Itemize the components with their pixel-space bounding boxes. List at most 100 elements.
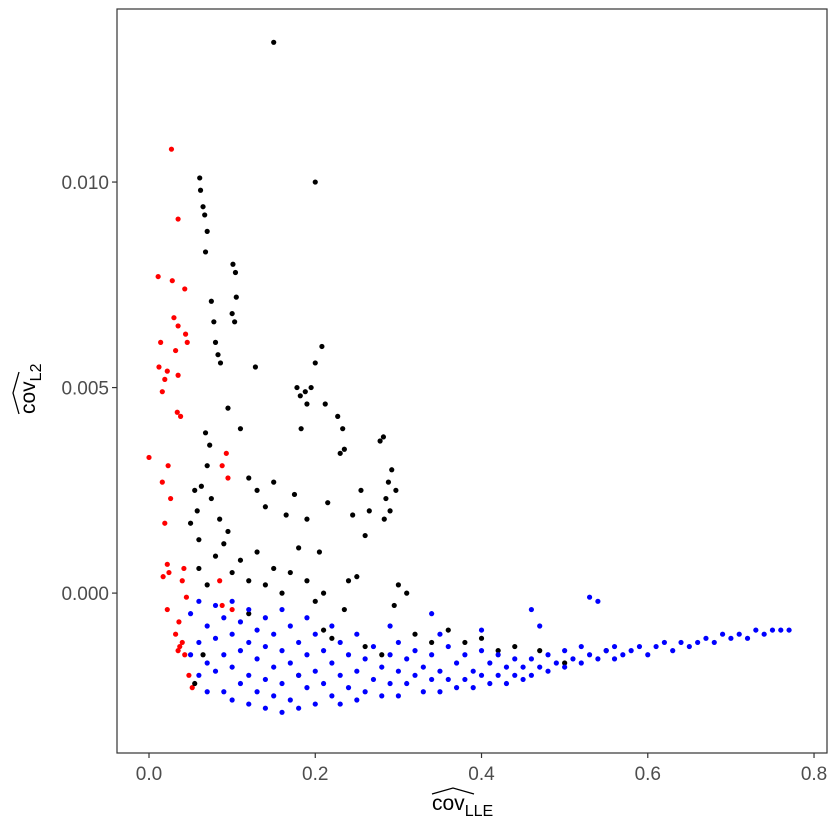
point [578,643,584,650]
point [478,648,485,654]
point [387,652,393,658]
point [462,676,468,683]
point [354,631,360,637]
point [211,319,217,325]
point [487,680,493,687]
point [312,598,318,604]
x-axis-label: covLLE [432,792,493,820]
point [271,631,277,637]
point [176,619,182,625]
point [379,652,385,658]
point [229,606,235,613]
point [200,652,206,658]
point [553,660,559,666]
point [711,639,717,646]
point [753,627,759,633]
point [653,643,659,650]
point [229,598,235,604]
point [271,39,277,45]
point [254,487,260,493]
point [175,648,181,654]
point [379,664,385,670]
point [271,479,277,485]
point [761,631,767,637]
point [545,668,551,674]
point [603,648,609,654]
hat [12,371,20,415]
point [208,495,214,502]
point [162,376,168,382]
point [395,668,401,674]
point [271,664,277,670]
point [358,487,364,493]
point [404,656,410,662]
point [478,627,485,633]
point [225,405,231,411]
point [470,668,476,674]
point [287,660,293,666]
point [562,664,568,670]
point [379,693,385,699]
point [174,409,180,415]
point [202,430,209,436]
point [182,652,188,658]
point [296,705,302,711]
point [223,450,229,456]
point [337,450,343,456]
point [341,446,347,452]
point [217,578,223,584]
point [212,553,219,559]
point [187,611,194,617]
point [429,611,435,617]
point [221,689,227,695]
point [196,598,202,604]
point [279,680,285,687]
point [233,294,239,300]
point [196,537,202,543]
point [159,389,165,395]
point [304,401,310,407]
point [437,668,443,674]
point [345,652,352,658]
point [545,652,551,658]
point [219,602,225,609]
point [661,639,668,646]
point [412,631,418,637]
point [194,508,200,514]
point [370,643,377,650]
point [246,606,252,613]
point [179,578,185,584]
point [528,656,534,662]
point [229,569,235,576]
point [279,648,285,654]
point [537,648,543,654]
point [736,631,742,637]
y-axis-label: covL2 [17,363,45,414]
point [512,643,518,650]
point [319,343,325,350]
point [404,590,410,596]
point [225,475,231,481]
point [246,578,252,584]
point [703,635,709,641]
point [719,631,726,637]
point [354,668,360,674]
point [586,652,593,658]
point [155,273,161,280]
point [252,364,259,370]
point [341,606,347,613]
point [164,368,170,374]
point [204,463,210,469]
point [262,582,268,588]
point [335,413,341,419]
point [298,426,304,432]
point [487,660,493,666]
point [217,516,223,522]
point [164,606,170,613]
point [628,648,634,654]
point [168,495,174,502]
point [294,384,300,391]
point [611,643,618,650]
point [262,504,268,510]
point [237,680,244,687]
